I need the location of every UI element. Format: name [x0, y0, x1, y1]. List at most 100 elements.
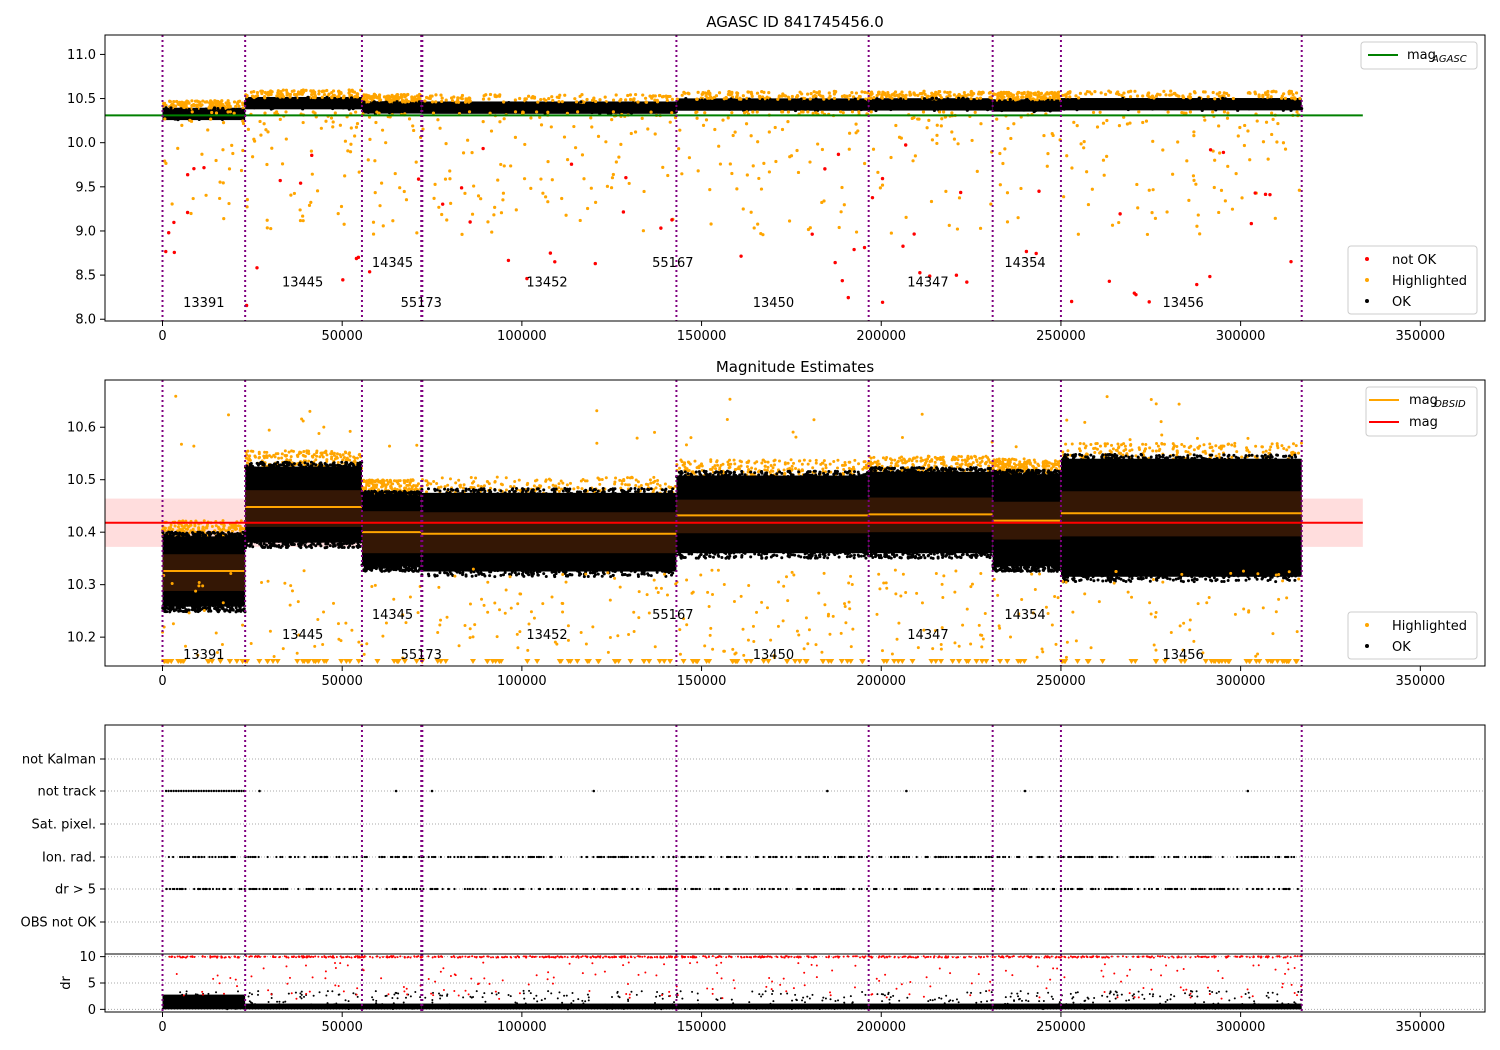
data-point	[651, 490, 655, 494]
data-point	[605, 184, 610, 188]
data-point	[1240, 196, 1244, 200]
data-point	[624, 175, 628, 180]
data-point	[185, 173, 190, 177]
data-point	[708, 92, 712, 97]
data-point	[683, 555, 687, 559]
data-point	[679, 458, 683, 462]
data-point	[679, 553, 683, 557]
data-point	[854, 105, 858, 109]
data-point	[745, 173, 749, 177]
data-point	[525, 108, 530, 112]
data-point	[740, 472, 744, 476]
y-tick-label: 11.0	[67, 48, 96, 63]
data-point	[939, 96, 944, 100]
data-point	[854, 230, 859, 234]
data-point	[430, 94, 434, 98]
data-point	[1120, 97, 1124, 102]
data-point	[1040, 102, 1044, 106]
data-point	[496, 569, 500, 573]
data-point	[1165, 105, 1169, 109]
data-point	[732, 473, 736, 477]
data-point	[375, 483, 379, 487]
data-point	[876, 170, 880, 174]
data-point	[262, 122, 266, 126]
data-point	[278, 178, 282, 183]
data-point	[611, 98, 616, 102]
data-point	[930, 138, 935, 142]
data-point	[1300, 106, 1304, 111]
data-point	[748, 104, 752, 108]
data-point	[828, 462, 832, 466]
data-point	[172, 220, 176, 225]
data-point	[423, 99, 427, 103]
data-point	[214, 524, 218, 528]
data-point	[458, 571, 462, 575]
data-point	[413, 488, 417, 492]
data-point	[493, 205, 497, 209]
data-point	[1223, 97, 1228, 101]
data-point	[180, 116, 184, 120]
data-point	[546, 160, 550, 164]
obsid-label: 55167	[652, 256, 693, 271]
data-point	[222, 524, 226, 528]
data-point	[170, 607, 174, 611]
data-point	[728, 93, 732, 97]
data-point	[544, 99, 548, 103]
data-point	[1006, 126, 1010, 131]
data-point	[755, 110, 759, 114]
data-point	[611, 569, 615, 573]
data-point	[597, 478, 601, 482]
data-point	[1274, 90, 1278, 94]
data-point	[267, 466, 271, 470]
data-point	[580, 487, 584, 491]
data-point	[467, 110, 472, 114]
data-point	[185, 523, 189, 527]
legend-label: Highlighted	[1392, 274, 1467, 289]
data-point	[437, 108, 441, 112]
data-point	[927, 118, 931, 122]
data-point	[265, 226, 269, 230]
data-point	[430, 100, 435, 104]
data-point	[287, 539, 291, 543]
data-point	[196, 603, 200, 607]
y-tick-label: 10.5	[67, 92, 96, 107]
data-point	[1093, 90, 1097, 94]
data-point	[284, 137, 288, 141]
data-point	[563, 486, 567, 490]
data-point	[795, 148, 799, 153]
data-point	[536, 492, 540, 496]
data-point	[1181, 102, 1186, 106]
data-point	[283, 466, 287, 470]
data-point	[557, 570, 561, 574]
data-point	[1002, 90, 1006, 94]
data-point	[477, 488, 481, 492]
data-point	[694, 556, 698, 560]
data-point	[281, 95, 286, 99]
data-point	[572, 124, 576, 129]
data-point	[403, 486, 407, 490]
data-point	[759, 187, 764, 191]
data-point	[342, 545, 346, 549]
data-point	[582, 493, 586, 497]
data-point	[983, 106, 987, 110]
data-point	[1289, 108, 1293, 112]
data-point	[498, 120, 502, 124]
data-point	[212, 106, 217, 110]
data-point	[235, 603, 239, 607]
data-point	[679, 472, 683, 476]
data-point	[577, 571, 581, 575]
data-point	[368, 567, 372, 571]
data-point	[192, 606, 196, 610]
data-point	[265, 450, 269, 454]
data-point	[275, 97, 279, 101]
data-point	[309, 149, 314, 153]
data-point	[585, 206, 590, 211]
data-point	[346, 103, 351, 107]
data-point	[513, 135, 518, 139]
data-point	[301, 214, 305, 218]
data-point	[573, 97, 577, 101]
data-point	[1145, 232, 1150, 237]
data-point	[224, 529, 228, 533]
data-point	[442, 104, 447, 108]
data-point	[774, 159, 778, 164]
